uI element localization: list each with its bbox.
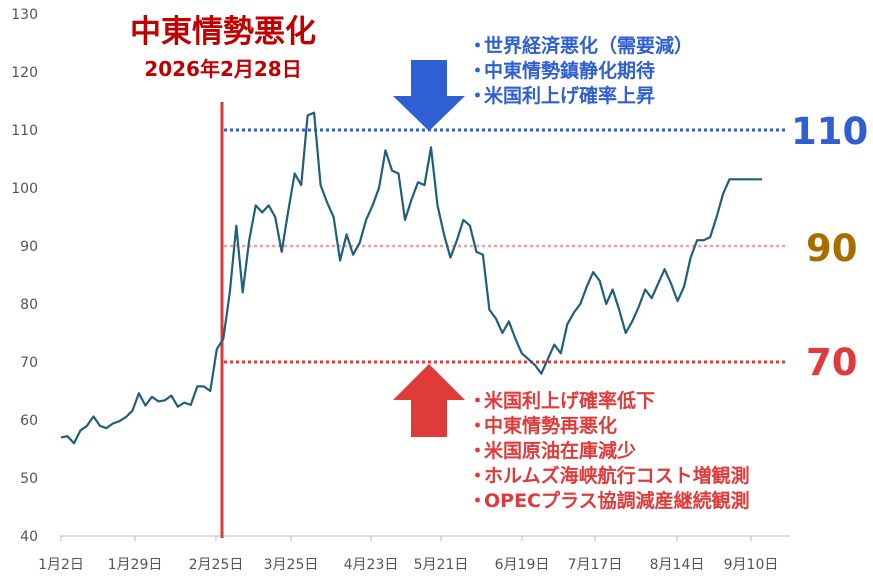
bearish-factor: ・米国利上げ確率上昇 xyxy=(468,84,693,109)
x-tick-label: 1月29日 xyxy=(108,557,163,573)
bullet-marker: ・ xyxy=(468,490,488,512)
x-tick-label: 8月14日 xyxy=(650,557,705,573)
bullish-factor: ・OPECプラス協調減産継続観測 xyxy=(468,489,750,514)
bearish-factor-text: 中東情勢鎮静化期待 xyxy=(484,60,656,82)
down-arrow xyxy=(393,60,465,131)
x-tick-label: 7月17日 xyxy=(568,557,623,573)
x-tick-label: 9月10日 xyxy=(724,557,779,573)
bearish-factors-list: ・世界経済悪化（需要減） ・中東情勢鎮静化期待 ・米国利上げ確率上昇 xyxy=(468,34,693,109)
price-series-line xyxy=(60,111,762,445)
y-tick-label: 40 xyxy=(20,529,38,545)
x-axis: 1月2日 1月29日 2月25日 3月25日 4月23日 5月21日 6月19日 7月17日 8… xyxy=(38,535,790,573)
x-tick-label: 4月23日 xyxy=(344,557,399,573)
bullet-marker: ・ xyxy=(468,415,488,437)
bullish-factor: ・ホルムズ海峡航行コスト増観測 xyxy=(468,464,750,489)
up-arrow xyxy=(393,364,465,437)
bearish-factor-text: 米国利上げ確率上昇 xyxy=(484,85,656,107)
bullet-marker: ・ xyxy=(468,390,488,412)
y-tick-label: 130 xyxy=(11,7,38,23)
y-tick-label: 110 xyxy=(11,123,38,139)
bullish-factor-text: ホルムズ海峡航行コスト増観測 xyxy=(484,465,750,487)
x-tick-label: 1月2日 xyxy=(38,557,84,573)
level-label-110: 110 xyxy=(791,110,869,153)
event-date: 2026年2月28日 xyxy=(144,57,302,81)
y-tick-label: 50 xyxy=(20,471,38,487)
x-tick-label: 3月25日 xyxy=(264,557,319,573)
series-group xyxy=(60,111,762,445)
x-tick-label: 6月19日 xyxy=(495,557,550,573)
y-axis: 40 50 60 70 80 90 100 110 120 130 xyxy=(11,7,38,545)
bullish-factor-text: 米国利上げ確率低下 xyxy=(484,390,656,412)
y-tick-label: 100 xyxy=(11,181,38,197)
bullet-marker: ・ xyxy=(468,35,488,57)
x-tick-label: 5月21日 xyxy=(414,557,469,573)
bullish-factor-text: OPECプラス協調減産継続観測 xyxy=(484,490,750,512)
level-label-90: 90 xyxy=(806,227,858,270)
bullet-marker: ・ xyxy=(468,440,488,462)
arrows xyxy=(393,60,465,437)
bullish-factor-text: 米国原油在庫減少 xyxy=(484,440,637,462)
y-tick-label: 70 xyxy=(20,355,38,371)
y-tick-label: 80 xyxy=(20,297,38,313)
bullet-marker: ・ xyxy=(468,465,488,487)
bullet-marker: ・ xyxy=(468,85,488,107)
bullish-factor-text: 中東情勢再悪化 xyxy=(484,415,618,437)
bullet-marker: ・ xyxy=(468,60,488,82)
x-tick-label: 2月25日 xyxy=(189,557,244,573)
bullish-factor: ・中東情勢再悪化 xyxy=(468,414,750,439)
bullish-factors-list: ・米国利上げ確率低下 ・中東情勢再悪化 ・米国原油在庫減少 ・ホルムズ海峡航行コ… xyxy=(468,389,750,514)
y-tick-label: 120 xyxy=(11,65,38,81)
bearish-factor: ・中東情勢鎮静化期待 xyxy=(468,59,693,84)
bearish-factor: ・世界経済悪化（需要減） xyxy=(468,34,693,59)
event-title: 中東情勢悪化 xyxy=(130,14,316,50)
y-tick-label: 60 xyxy=(20,413,38,429)
level-label-70: 70 xyxy=(806,341,858,384)
bearish-factor-text: 世界経済悪化（需要減） xyxy=(484,35,694,57)
bullish-factor: ・米国原油在庫減少 xyxy=(468,439,750,464)
bullish-factor: ・米国利上げ確率低下 xyxy=(468,389,750,414)
y-tick-label: 90 xyxy=(20,239,38,255)
